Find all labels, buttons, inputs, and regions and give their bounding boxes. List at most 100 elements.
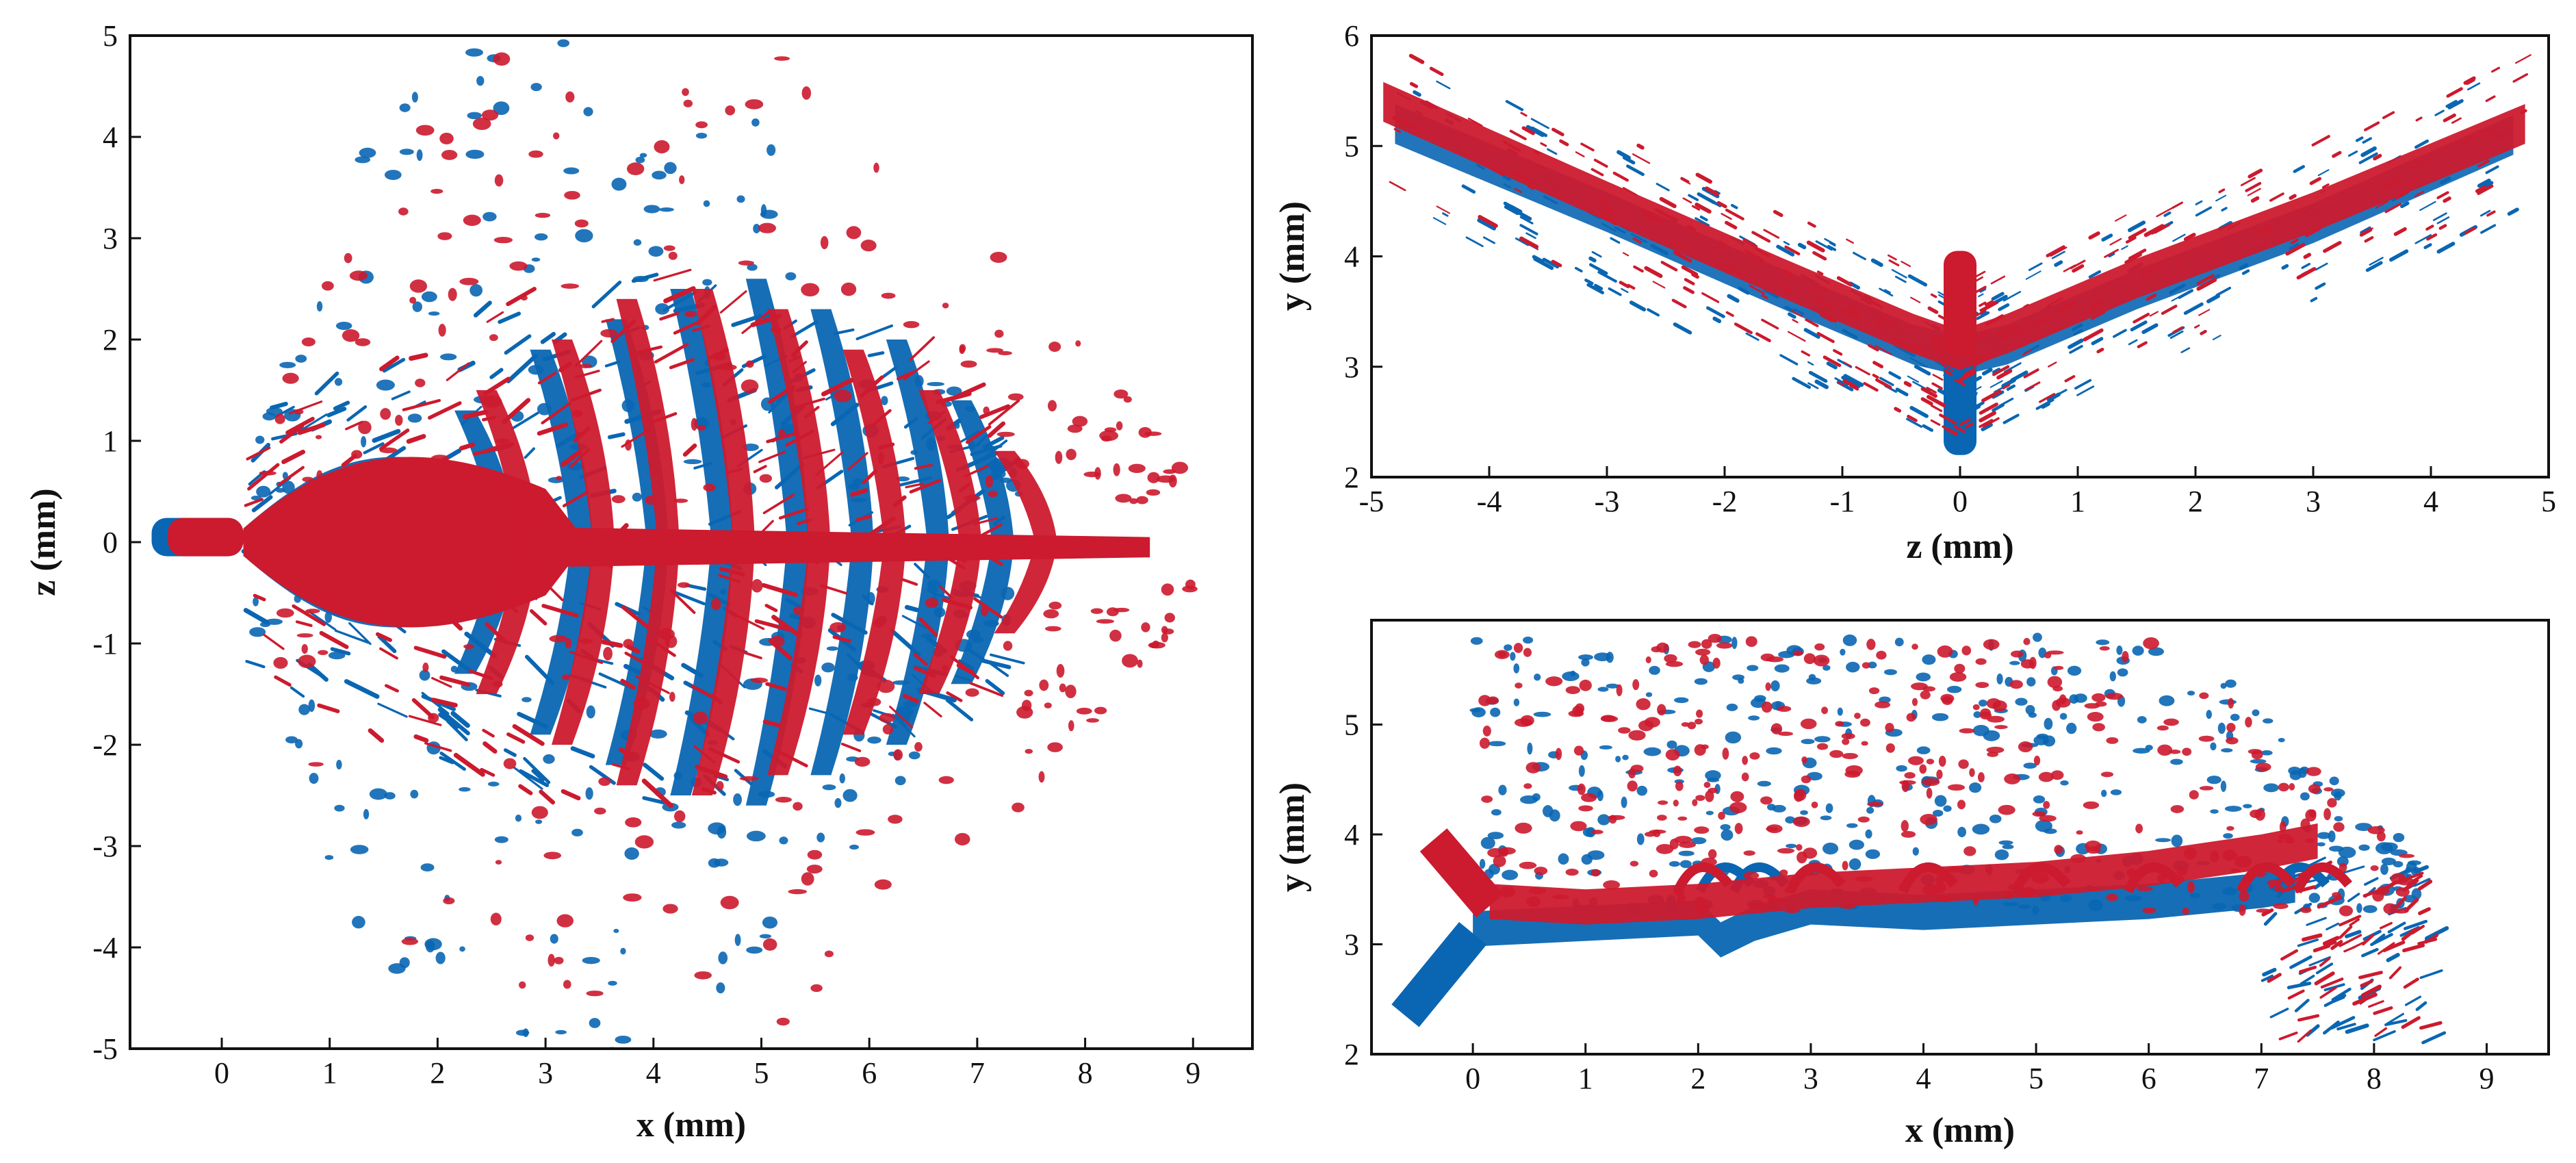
droplet xyxy=(2038,771,2055,782)
droplet xyxy=(2180,347,2191,353)
droplet xyxy=(1581,658,1590,667)
streak xyxy=(889,705,914,728)
droplet xyxy=(1766,826,1779,832)
droplet xyxy=(2217,722,2226,734)
droplet xyxy=(882,724,894,734)
streak xyxy=(548,585,564,602)
droplet xyxy=(1509,129,1527,140)
streak xyxy=(2386,953,2400,962)
droplet xyxy=(954,832,970,846)
droplet xyxy=(1504,644,1512,651)
droplet xyxy=(1621,796,1627,808)
droplet xyxy=(1491,808,1502,816)
droplet xyxy=(1482,236,1496,244)
streak xyxy=(965,425,992,444)
droplet xyxy=(1800,718,1817,730)
droplet xyxy=(2212,335,2221,341)
streak xyxy=(758,450,786,463)
droplet xyxy=(2358,152,2378,164)
droplet xyxy=(1879,287,1894,297)
droplet xyxy=(788,889,808,895)
droplet xyxy=(2330,789,2345,797)
droplet xyxy=(1730,791,1744,802)
droplet xyxy=(308,699,315,713)
droplet xyxy=(275,487,285,493)
droplet xyxy=(745,99,764,110)
streak xyxy=(2403,878,2419,892)
droplet xyxy=(2069,344,2083,354)
droplet xyxy=(2245,717,2252,728)
streak xyxy=(2401,1016,2421,1030)
droplet xyxy=(2170,805,2185,813)
droplet xyxy=(2321,183,2330,189)
droplet xyxy=(1542,805,1554,817)
droplet xyxy=(1066,448,1077,461)
droplet xyxy=(2415,116,2423,122)
rib xyxy=(842,349,906,735)
streak xyxy=(2394,896,2407,909)
streak xyxy=(601,639,623,648)
droplet xyxy=(2187,691,2195,696)
droplet xyxy=(1725,220,1738,230)
droplet xyxy=(328,651,346,660)
streak xyxy=(938,585,953,599)
droplet xyxy=(415,379,426,387)
droplet xyxy=(1940,693,1955,703)
droplet xyxy=(1408,53,1425,64)
droplet xyxy=(1969,768,1975,778)
droplet xyxy=(2018,741,2033,752)
droplet xyxy=(2414,139,2430,149)
droplet xyxy=(2239,891,2250,902)
droplet xyxy=(355,338,371,346)
droplet xyxy=(349,270,368,281)
droplet xyxy=(495,860,502,865)
droplet xyxy=(1778,731,1794,737)
streak xyxy=(808,707,828,715)
droplet xyxy=(620,947,626,955)
streak xyxy=(761,583,798,598)
droplet xyxy=(1857,816,1870,823)
droplet xyxy=(494,174,504,187)
droplet xyxy=(334,804,345,812)
droplet xyxy=(1747,665,1759,672)
droplet xyxy=(308,762,324,767)
droplet xyxy=(2023,763,2037,769)
droplet xyxy=(1870,258,1883,267)
streak xyxy=(326,407,347,418)
droplet xyxy=(1992,294,2008,305)
droplet xyxy=(1833,348,1843,356)
droplet xyxy=(1922,654,1936,665)
droplet xyxy=(490,912,502,925)
droplet xyxy=(1622,252,1630,257)
droplet xyxy=(1774,664,1790,673)
droplet xyxy=(2225,679,2237,688)
droplet xyxy=(1876,650,1887,660)
droplet xyxy=(1867,802,1883,807)
droplet xyxy=(1941,363,1954,372)
droplet xyxy=(2002,291,2022,302)
droplet xyxy=(2375,200,2389,209)
droplet xyxy=(2221,207,2228,212)
droplet xyxy=(522,1028,529,1038)
droplet xyxy=(518,981,526,989)
droplet xyxy=(2281,264,2289,270)
droplet xyxy=(2507,207,2519,216)
droplet xyxy=(309,772,319,784)
streak xyxy=(762,719,782,728)
streak xyxy=(345,420,363,431)
droplet xyxy=(1597,814,1610,826)
droplet xyxy=(2447,99,2464,110)
droplet xyxy=(2050,770,2064,780)
droplet xyxy=(1776,244,1795,257)
panel-front-view-y-tick-label: 5 xyxy=(1344,129,1359,163)
droplet xyxy=(1998,804,2015,815)
droplet xyxy=(734,934,741,946)
droplet xyxy=(1814,379,1829,389)
droplet xyxy=(603,647,613,661)
droplet xyxy=(2046,245,2065,257)
droplet xyxy=(632,492,642,502)
droplet xyxy=(2137,716,2147,724)
droplet xyxy=(1669,860,1680,867)
droplet xyxy=(1855,366,1870,376)
droplet xyxy=(1656,843,1674,854)
